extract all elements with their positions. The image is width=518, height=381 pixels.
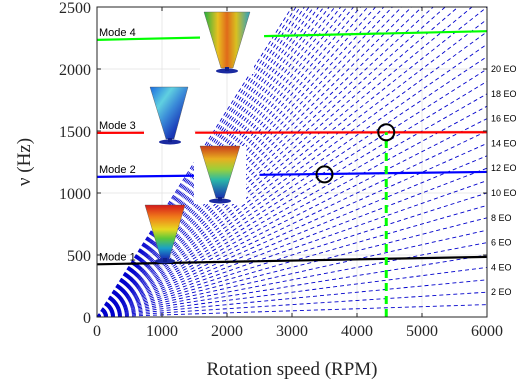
y-tick-label: 500	[67, 248, 91, 265]
engine-order-line	[96, 291, 488, 318]
mode-label: Mode 2	[99, 164, 136, 176]
engine-order-line	[96, 68, 488, 318]
y-tick-label: 0	[83, 310, 91, 327]
mode-line	[259, 170, 488, 176]
engine-order-line	[96, 81, 488, 318]
engine-order-label: 4 EO	[491, 262, 512, 272]
engine-order-line	[96, 229, 488, 318]
engine-order-line	[96, 118, 488, 318]
x-tick-label: 1000	[146, 323, 178, 340]
engine-order-line	[96, 6, 403, 318]
engine-order-line	[96, 19, 488, 318]
engine-order-line	[96, 192, 488, 318]
mode-1-shape-icon	[144, 204, 186, 264]
x-axis-title: Rotation speed (RPM)	[207, 359, 378, 380]
engine-order-line	[96, 105, 488, 318]
engine-order-line	[96, 6, 305, 318]
mode-line	[264, 30, 488, 38]
engine-order-line	[96, 6, 330, 318]
engine-order-label: 14 EO	[491, 138, 517, 148]
resonance-marker	[315, 165, 334, 184]
engine-order-line	[96, 6, 488, 318]
engine-order-line	[96, 6, 446, 318]
x-tick-label: 6000	[471, 323, 503, 340]
mode-shape-icons	[144, 11, 254, 264]
engine-order-line	[96, 242, 488, 318]
x-tick-label: 2000	[211, 323, 243, 340]
resonance-marker	[377, 123, 396, 142]
x-tick-label: 4000	[341, 323, 373, 340]
engine-order-line	[96, 254, 488, 318]
engine-order-label: 18 EO	[491, 89, 517, 99]
engine-order-line	[96, 130, 488, 318]
mode-line	[96, 174, 208, 178]
engine-order-line	[96, 155, 488, 318]
engine-order-line	[96, 93, 488, 318]
x-tick-label: 0	[93, 323, 101, 340]
engine-order-line	[96, 6, 393, 318]
engine-order-line	[96, 180, 488, 318]
y-tick-label: 2500	[59, 0, 91, 17]
mode-line	[96, 36, 221, 41]
mode-3-shape-icon	[144, 86, 194, 145]
x-tick-label: 3000	[276, 323, 308, 340]
axes: 0 1000 2000 3000 4000 5000 6000 0 500 1000 1500 200…	[14, 0, 503, 380]
engine-order-label: 20 EO	[491, 64, 517, 74]
mode-label: Mode 3	[99, 120, 136, 132]
y-axis-title: ν (Hz)	[14, 138, 35, 186]
y-tick-label: 2000	[59, 62, 91, 79]
engine-order-label: 2 EO	[491, 287, 512, 297]
engine-order-lines: 2 EO 4 EO 6 EO 8 EO 10 EO 12 EO 14 EO 16 EO 18 E…	[96, 6, 517, 318]
engine-order-line	[96, 279, 488, 318]
engine-order-line	[96, 266, 488, 318]
engine-order-label: 16 EO	[491, 114, 517, 124]
y-tick-label: 1000	[59, 186, 91, 203]
engine-order-label: 8 EO	[491, 213, 512, 223]
engine-order-line	[96, 56, 488, 318]
engine-order-line	[96, 43, 488, 318]
x-tick-label: 5000	[406, 323, 438, 340]
engine-order-line	[96, 6, 423, 318]
engine-order-line	[96, 142, 488, 318]
mode-label: Mode 1	[99, 251, 136, 263]
engine-order-line	[96, 204, 488, 318]
mode-2-shape-icon	[194, 145, 246, 204]
engine-order-line	[96, 6, 434, 318]
engine-order-label: 6 EO	[491, 238, 512, 248]
resonance-markers	[315, 123, 396, 184]
engine-order-label: 10 EO	[491, 188, 517, 198]
engine-order-label: 12 EO	[491, 163, 517, 173]
engine-order-line	[96, 6, 336, 318]
mode-label: Mode 4	[99, 27, 136, 39]
mode-4-shape-icon	[200, 11, 254, 74]
engine-order-line	[96, 6, 412, 318]
y-tick-label: 1500	[59, 124, 91, 141]
engine-order-line	[96, 6, 459, 318]
engine-order-line	[96, 6, 473, 318]
